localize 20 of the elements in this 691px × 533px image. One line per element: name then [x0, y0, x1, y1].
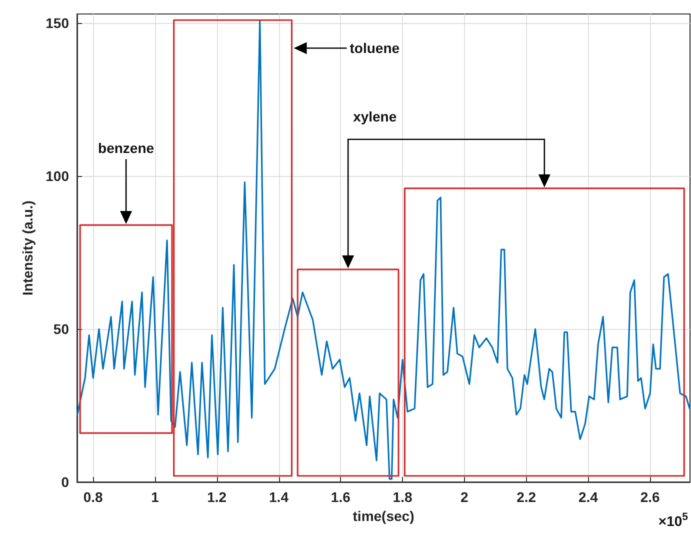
annotation: xylene — [353, 108, 397, 124]
y-axis-title: Intensity (a.u.) — [20, 200, 36, 296]
y-tick-label: 100 — [46, 168, 70, 184]
y-tick-label: 0 — [61, 474, 70, 490]
x-tick-label: 2 — [460, 489, 469, 505]
x-tick-label: 2.6 — [640, 489, 660, 505]
x-tick-label: 1.8 — [392, 489, 412, 505]
x-tick-label: 1 — [151, 489, 160, 505]
x-tick-label: 1.4 — [269, 489, 289, 505]
y-tick-label: 150 — [46, 15, 70, 32]
annotation: toluene — [350, 40, 400, 56]
x-tick-label: 2.4 — [578, 489, 598, 505]
x-tick-label: 2.2 — [516, 489, 536, 505]
x-axis-title: time(sec) — [352, 508, 414, 524]
text: ×10$^{5}$ — [658, 511, 688, 529]
x-tick-label: 1.6 — [330, 489, 351, 505]
annotation: benzene — [98, 140, 154, 156]
x-tick-label: 0.8 — [83, 489, 104, 505]
y-tick-label: 50 — [53, 321, 70, 338]
x-tick-label: 1.2 — [207, 489, 227, 505]
